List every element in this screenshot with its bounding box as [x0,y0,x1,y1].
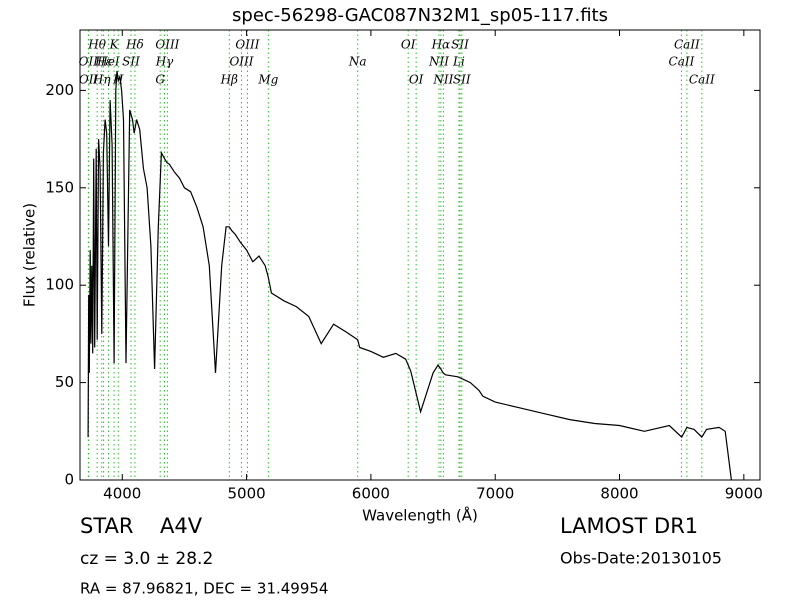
spectral-line-label: OIII [229,55,253,69]
spectral-line-label: CaII [689,73,715,87]
chart-title: spec-56298-GAC087N32M1_sp05-117.fits [232,5,608,26]
y-axis-label: Flux (relative) [21,203,39,307]
x-tick-label: 8000 [600,485,638,503]
release: LAMOST DR1 [560,514,698,538]
x-axis-label: Wavelength (Å) [362,506,478,525]
spectral-line-label: Hα [431,38,451,52]
y-tick-label: 100 [45,276,74,294]
x-tick-label: 6000 [352,485,390,503]
spectral-line-label: NII [428,55,449,69]
spectral-line-label: Hδ [125,38,144,52]
spectral-line-label: OIII [235,38,259,52]
spectral-line-label: K [109,38,120,52]
spectral-line-label: NII [432,73,453,87]
spectral-line-label: OII [79,73,99,87]
class: STAR [80,514,133,538]
x-tick-label: 5000 [227,485,265,503]
x-tick-label: 9000 [725,485,763,503]
spectrum-line [87,70,732,481]
spectral-line-label: Na [348,55,367,69]
spectral-line-label: SII [122,55,140,69]
plot-frame [79,29,761,481]
y-tick-label: 0 [64,471,74,489]
spectral-line-label: HeI [96,55,120,69]
obs-date: Obs-Date:20130105 [560,549,722,568]
spectral-line-label: Hβ [220,73,238,87]
spectral-line-label: Mg [257,73,278,87]
y-tick-label: 200 [45,81,74,99]
x-tick-label: 4000 [103,485,141,503]
spectral-line-label: Hε [94,55,112,69]
spectral-line-label: OI [409,73,424,87]
y-tick-label: 50 [55,373,74,391]
spectral-line-label: CaII [669,55,695,69]
y-tick-label: 150 [45,178,74,196]
redshift: cz = 3.0 ± 28.2 [80,549,213,569]
spectral-line-label: G [155,73,165,87]
spectral-line-label: OI [401,38,416,52]
spectral-line-label: OIII [155,38,179,52]
x-tick-label: 7000 [476,485,514,503]
spectral-line-label: CaII [674,38,700,52]
subclass: A4V [160,514,203,538]
spectral-line-label: Li [452,55,465,69]
spectral-line-label: Hη [92,73,111,87]
spectral-line-label: SII [451,38,469,52]
spectral-line-label: SII [453,73,471,87]
coords: RA = 87.96821, DEC = 31.49954 [80,580,328,598]
spectral-line-label: Hγ [155,55,174,69]
